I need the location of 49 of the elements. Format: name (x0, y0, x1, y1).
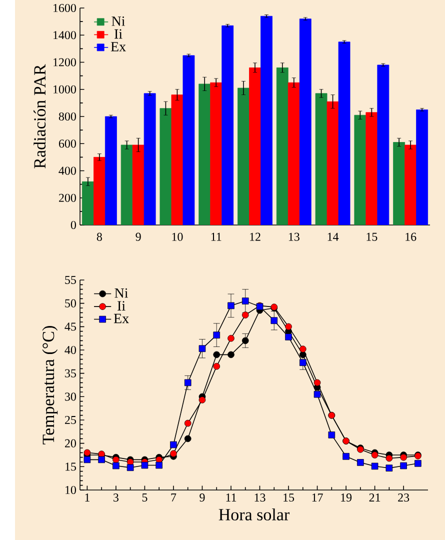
legend-label: Ni (112, 16, 126, 26)
y-tick-label: 200 (59, 194, 76, 202)
x-tick-label: 21 (369, 494, 380, 502)
y-axis-title: Temperatura (°C) (42, 326, 58, 444)
x-tick-label: 19 (341, 494, 352, 502)
y-tick-label: 30 (65, 392, 76, 401)
x-tick-label: 1 (85, 494, 90, 502)
x-tick-label: 9 (200, 494, 205, 502)
x-tick-label: 5 (142, 494, 148, 502)
y-tick-label: 1000 (54, 85, 76, 94)
y-tick-label: 1400 (54, 31, 76, 40)
x-tick-label: 13 (288, 232, 300, 241)
y-tick-label: 45 (64, 322, 76, 331)
x-tick-label: 16 (406, 232, 416, 241)
x-tick-label: 7 (171, 494, 176, 502)
x-tick-label: 23 (398, 494, 410, 502)
x-tick-label: 13 (254, 494, 266, 502)
y-tick-label: 400 (58, 166, 76, 175)
y-tick-label: 600 (58, 140, 76, 148)
x-axis-title: Hora solar (218, 508, 290, 520)
x-tick-label: 14 (328, 232, 339, 241)
y-tick-label: 10 (66, 486, 76, 494)
y-tick-label: 1600 (54, 4, 76, 12)
y-tick-label: 50 (65, 299, 76, 308)
y-tick-label: 40 (64, 346, 76, 354)
y-tick-label: 15 (66, 462, 76, 471)
y-tick-label: 800 (58, 112, 76, 121)
y-axis-title: Radiación PAR (34, 64, 46, 168)
x-tick-label: 11 (226, 494, 236, 502)
x-tick-label: 15 (284, 494, 294, 502)
x-tick-label: 8 (96, 232, 102, 241)
y-tick-label: 20 (65, 439, 76, 448)
y-tick-label: 25 (65, 416, 76, 424)
x-tick-label: 10 (172, 232, 183, 241)
y-tick-label: 55 (65, 276, 76, 284)
legend-label: Ii (118, 301, 126, 310)
x-tick-label: 11 (211, 232, 222, 241)
x-tick-label: 12 (250, 232, 260, 241)
legend-label: Ni (114, 288, 128, 298)
legend-label: Ex (114, 314, 129, 324)
x-tick-label: 3 (114, 494, 118, 502)
y-tick-label: 1200 (54, 58, 76, 66)
x-tick-label: 17 (312, 494, 323, 502)
x-tick-label: 9 (136, 232, 141, 241)
legend-label: Ex (110, 42, 126, 52)
legend-label: Ii (114, 29, 122, 39)
y-tick-label: 0 (70, 220, 76, 230)
y-tick-label: 35 (65, 369, 76, 378)
x-tick-label: 15 (366, 232, 378, 241)
